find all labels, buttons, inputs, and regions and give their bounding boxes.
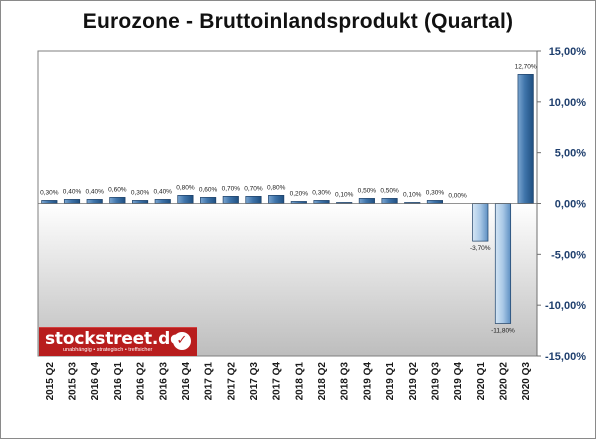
bar [200, 197, 217, 204]
x-tick-label: 2016 Q4 [181, 362, 192, 401]
data-label: 0,40% [154, 188, 173, 195]
data-label: 0,80% [176, 184, 195, 191]
logo-name: stockstreet.de [45, 329, 182, 349]
data-label: 0,50% [380, 187, 399, 194]
data-label: 0,10% [403, 191, 422, 198]
bar [63, 199, 81, 204]
x-tick-label: 2019 Q1 [385, 362, 396, 401]
x-tick-label: 2016 Q3 [158, 362, 169, 401]
data-label: 0,20% [290, 190, 309, 197]
x-tick-label: 2017 Q3 [249, 362, 260, 401]
bar [268, 195, 285, 204]
x-tick-label: 2018 Q1 [294, 362, 305, 401]
check-icon: ✓ [173, 332, 191, 350]
data-label: 0,60% [199, 186, 218, 193]
stockstreet-logo: stockstreet.de unabhängig • strategisch … [39, 327, 197, 356]
bar [222, 196, 239, 204]
x-tick-label: 2016 Q4 [90, 362, 101, 401]
x-tick-label: 2019 Q2 [408, 362, 419, 401]
logo-tagline: unabhängig • strategisch • treffsicher [63, 347, 153, 353]
bar [313, 200, 330, 204]
x-tick-label: 2019 Q4 [362, 362, 373, 401]
x-tick-label: 2016 Q2 [136, 362, 147, 401]
x-tick-label: 2017 Q4 [272, 362, 283, 401]
bar [426, 200, 443, 204]
bar [472, 203, 489, 242]
bar [132, 200, 149, 204]
data-label: -3,70% [470, 245, 491, 252]
x-tick-label: 2016 Q1 [113, 362, 124, 401]
x-tick-label: 2018 Q3 [340, 362, 351, 401]
y-tick-label: -15,00% [545, 351, 586, 363]
data-label: 0,70% [244, 185, 263, 192]
y-tick-label: -5,00% [551, 249, 586, 261]
x-tick-label: 2017 Q1 [204, 362, 215, 401]
data-label: 0,70% [222, 185, 241, 192]
data-label: 0,60% [108, 186, 127, 193]
data-label: 0,30% [312, 189, 331, 196]
chart-title: Eurozone - Bruttoinlandsprodukt (Quartal… [82, 10, 514, 33]
data-label: 12,70% [515, 63, 537, 70]
data-label: 0,10% [335, 191, 354, 198]
x-tick-label: 2015 Q2 [45, 362, 56, 401]
y-tick-label: 10,00% [549, 97, 587, 109]
data-label: 0,00% [448, 193, 467, 200]
bar [245, 196, 262, 204]
bar [109, 197, 126, 204]
bar [154, 199, 171, 204]
x-tick-label: 2020 Q2 [498, 362, 509, 401]
x-tick-label: 2020 Q3 [521, 362, 532, 401]
data-label: 0,30% [131, 189, 150, 196]
bar [86, 199, 103, 204]
data-label: 0,40% [85, 188, 104, 195]
y-tick-label: 5,00% [555, 148, 586, 160]
bar [517, 74, 534, 204]
data-label: 0,40% [63, 188, 82, 195]
y-tick-label: -10,00% [545, 300, 586, 312]
bar [41, 200, 58, 204]
y-tick-label: 15,00% [549, 46, 587, 58]
bar [358, 198, 375, 204]
bar [494, 203, 512, 324]
data-label: 0,50% [358, 187, 377, 194]
x-tick-label: 2017 Q2 [226, 362, 237, 401]
x-tick-label: 2020 Q1 [476, 362, 487, 401]
data-label: 0,30% [40, 189, 59, 196]
bar [381, 198, 398, 204]
x-tick-label: 2019 Q3 [430, 362, 441, 401]
x-tick-label: 2019 Q4 [453, 362, 464, 401]
y-tick-label: 0,00% [555, 199, 586, 211]
data-label: 0,80% [267, 184, 286, 191]
x-tick-label: 2018 Q2 [317, 362, 328, 401]
bar [177, 195, 194, 204]
data-label: 0,30% [426, 189, 445, 196]
x-tick-label: 2015 Q3 [68, 362, 79, 401]
data-label: -11,80% [491, 327, 515, 334]
